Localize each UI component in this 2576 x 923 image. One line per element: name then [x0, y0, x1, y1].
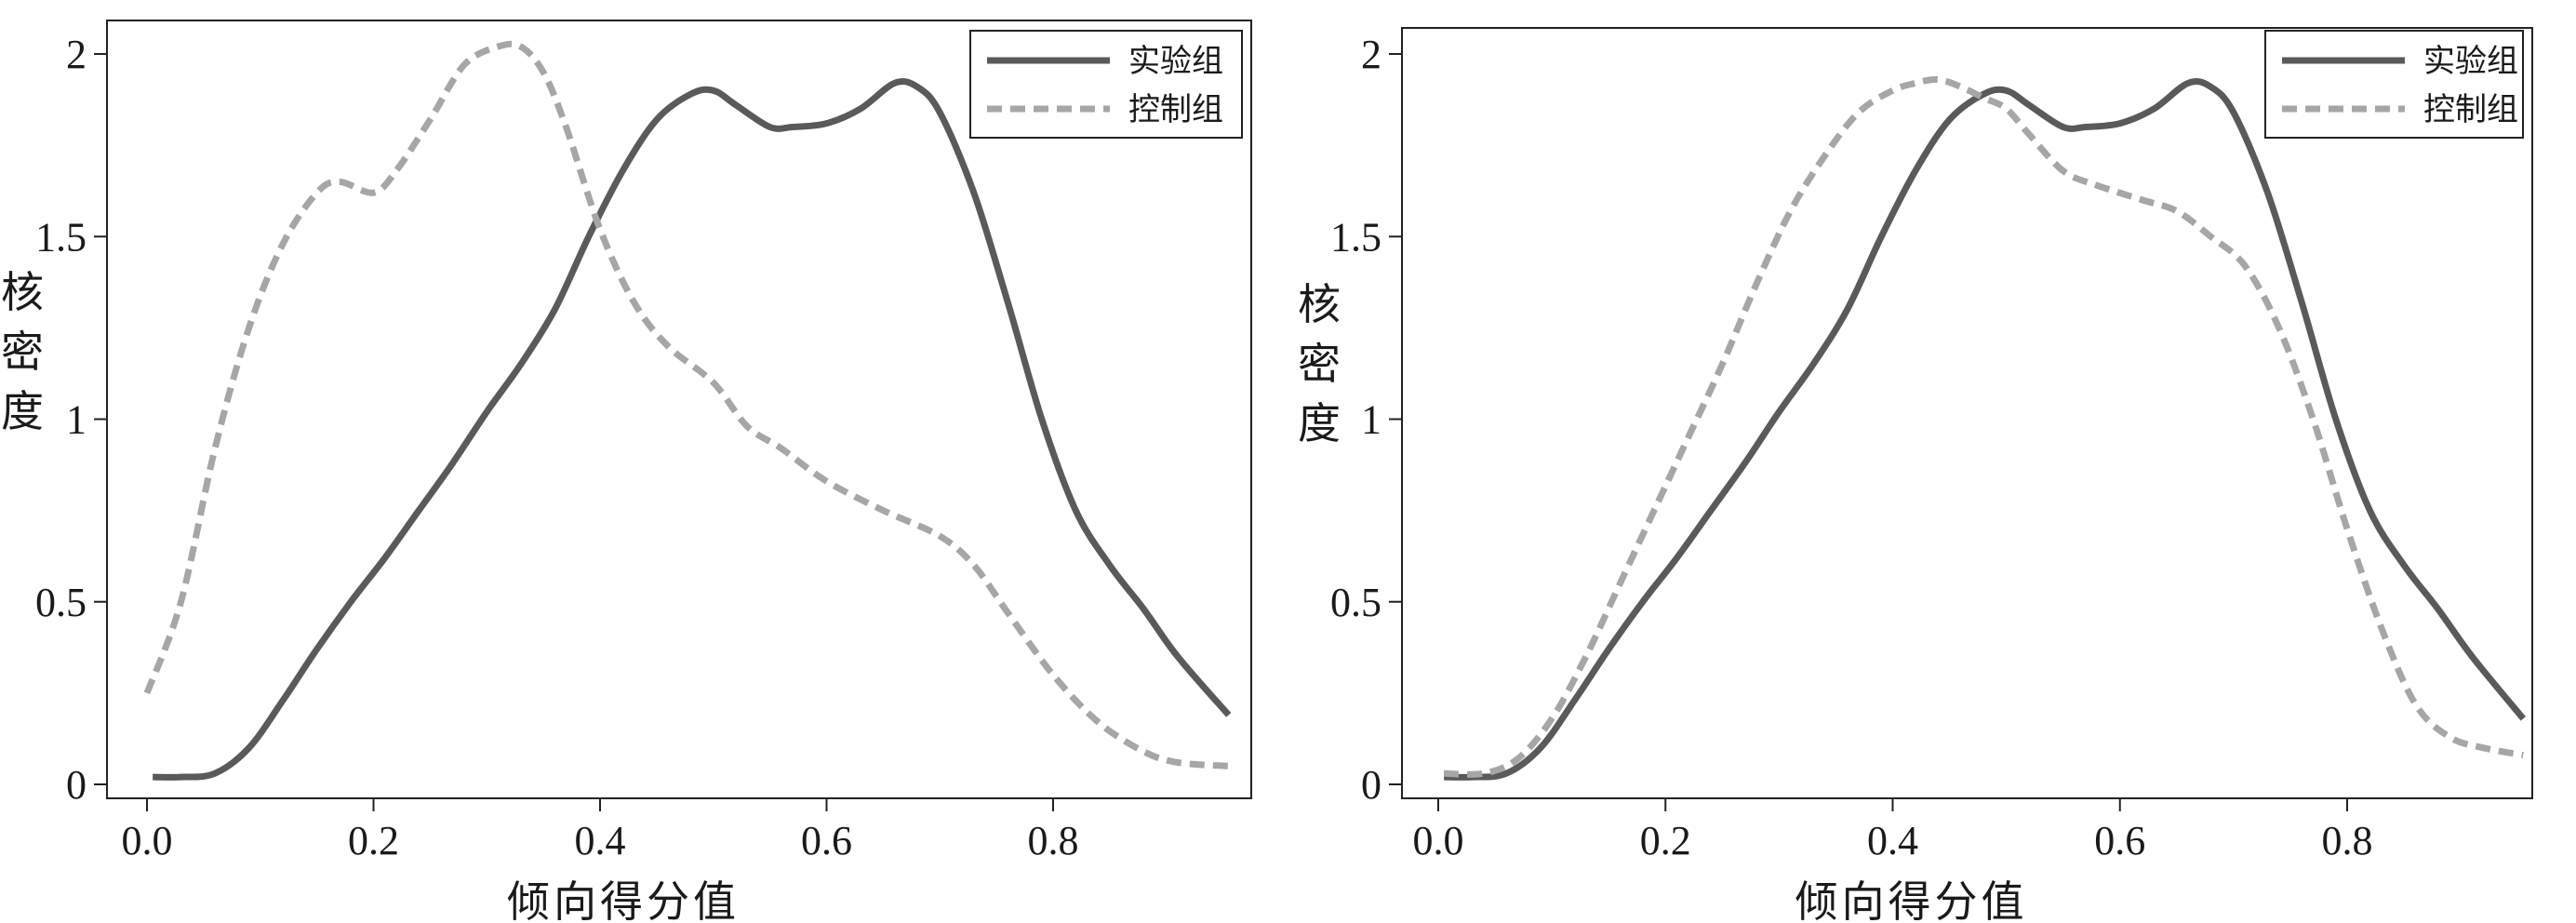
legend-label: 实验组 — [2423, 43, 2518, 80]
series-line-control — [143, 40, 1229, 769]
y-tick-label: 1 — [1361, 397, 1381, 443]
x-tick-label: 0.4 — [575, 818, 626, 863]
x-axis-title: 倾向得分值 — [1795, 876, 2028, 923]
legend-box — [969, 30, 1243, 139]
legend-box — [2264, 30, 2524, 139]
y-tick-label: 2 — [1361, 32, 1381, 77]
legend-label: 控制组 — [2423, 91, 2518, 128]
x-tick-label: 0.4 — [1867, 818, 1918, 863]
x-axis-title: 倾向得分值 — [507, 876, 740, 923]
x-tick-label: 0.8 — [2322, 818, 2373, 863]
series-line-experimental — [153, 78, 1232, 781]
series-line-control — [1444, 75, 2524, 778]
plot-frame — [1401, 27, 2533, 799]
x-tick-label: 0.2 — [348, 818, 399, 863]
y-tick-label: 0 — [1361, 762, 1381, 808]
plot-frame — [106, 20, 1252, 799]
y-tick-label: 2 — [66, 32, 87, 77]
x-tick-label: 0.8 — [1028, 818, 1079, 863]
x-tick-label: 0.6 — [801, 818, 852, 863]
y-axis-title: 核密度 — [1, 267, 44, 436]
y-tick-label: 0.5 — [1330, 580, 1381, 625]
x-tick-label: 0.0 — [122, 818, 173, 863]
legend-label: 实验组 — [1128, 43, 1223, 80]
x-tick-label: 0.0 — [1413, 818, 1464, 863]
series-line-experimental — [1444, 78, 2527, 781]
y-tick-label: 1.5 — [1330, 214, 1381, 260]
y-axis-title: 核密度 — [1298, 279, 1341, 448]
y-tick-label: 0.5 — [35, 580, 87, 625]
legend-label: 控制组 — [1128, 91, 1223, 128]
x-tick-label: 0.2 — [1640, 818, 1691, 863]
y-tick-label: 0 — [66, 762, 87, 808]
y-tick-label: 1 — [66, 397, 87, 443]
x-tick-label: 0.6 — [2094, 818, 2145, 863]
y-tick-label: 1.5 — [35, 214, 87, 260]
